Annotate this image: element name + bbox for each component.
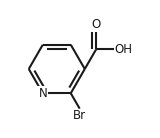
Text: OH: OH	[115, 43, 132, 56]
Text: N: N	[38, 87, 47, 100]
Text: Br: Br	[73, 109, 86, 122]
Text: O: O	[91, 18, 101, 31]
